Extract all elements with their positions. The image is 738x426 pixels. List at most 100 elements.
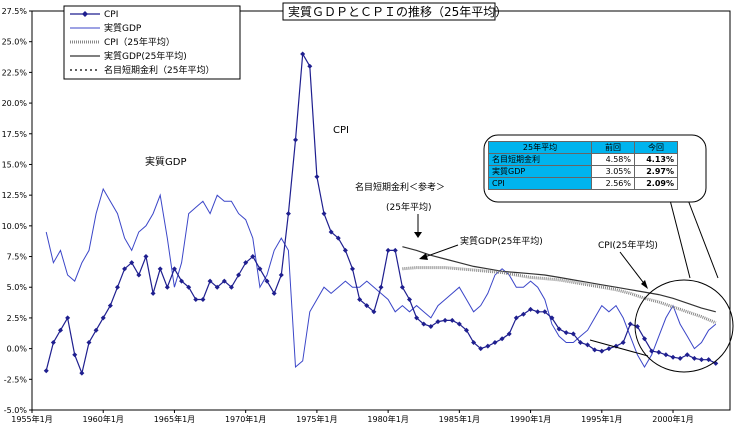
series-point-cpi [285, 211, 291, 217]
series-point-cpi [72, 352, 78, 358]
rate-table-header-label: 25年平均 [488, 141, 592, 154]
x-tick-label: 1995年1月 [581, 414, 622, 424]
y-tick-label: 0.0% [7, 345, 28, 354]
series-point-cpi [456, 321, 462, 327]
series-point-cpi [228, 284, 234, 290]
series-point-cpi [706, 357, 712, 363]
rate-table-row: CPI 2.56% 2.09% [488, 177, 678, 190]
legend-label-gdp: 実質GDP [104, 22, 142, 34]
y-tick-label: 15.0% [2, 160, 28, 169]
y-tick-label: 22.5% [2, 68, 28, 77]
series-point-cpi [599, 348, 605, 354]
rate-table-row-prev: 4.58% [591, 153, 635, 166]
series-point-cpi [243, 260, 249, 266]
series-point-cpi [350, 266, 356, 272]
series-point-cpi [478, 346, 484, 352]
x-axis: 1955年1月 1960年1月 1965年1月 1970年1月 1975年1月 1980年… [11, 410, 694, 424]
series-point-cpi [179, 278, 185, 284]
y-tick-label: -5.0% [4, 406, 28, 415]
gdp-avg-arrow [421, 244, 459, 259]
series-point-cpi [449, 317, 455, 323]
series-point-cpi [300, 51, 306, 57]
series-point-cpi [328, 229, 334, 235]
series-point-cpi [699, 357, 705, 363]
x-tick-label: 1960年1月 [82, 414, 123, 424]
series-point-cpi [663, 352, 669, 358]
series-point-cpi [535, 309, 541, 315]
series-point-cpi [435, 319, 441, 325]
y-tick-label: 27.5% [2, 7, 28, 16]
legend-item-gdp: 実質GDP [70, 22, 142, 34]
series-layer [43, 51, 719, 376]
y-tick-label: 20.0% [2, 99, 28, 108]
series-point-cpi [385, 247, 391, 253]
series-point-cpi [592, 347, 598, 353]
rate-table-row-curr: 4.13% [634, 153, 678, 166]
rate-table-row-curr: 2.09% [634, 177, 678, 190]
x-tick-label: 2000年1月 [652, 414, 693, 424]
highlight-ellipse [634, 279, 734, 373]
annotation-cpi-avg: CPI(25年平均) [598, 239, 658, 251]
series-point-cpi [307, 63, 313, 69]
callout-pointer-a [687, 199, 719, 279]
series-point-cpi [378, 284, 384, 290]
series-point-cpi [684, 352, 690, 358]
series-point-cpi [250, 254, 256, 260]
series-point-cpi [65, 315, 71, 321]
legend-item-cpi: CPI [70, 10, 118, 20]
series-point-cpi [649, 348, 655, 354]
annotation-rate: 名目短期金利＜参考＞ [355, 181, 445, 193]
series-point-cpi [570, 331, 576, 337]
y-tick-label: 17.5% [2, 130, 28, 139]
series-point-cpi [186, 284, 192, 290]
rate-table: 25年平均 前回 今回 名目短期金利 4.58% 4.13% 実質GDP 3.0… [488, 141, 678, 190]
rate-table-row-prev: 2.56% [591, 177, 635, 190]
y-tick-label: 5.0% [7, 283, 28, 292]
series-point-cpi [214, 284, 220, 290]
series-point-cpi [642, 336, 648, 342]
ellipse-pointer [589, 339, 649, 357]
rate-table-row-prev: 3.05% [591, 165, 635, 178]
series-point-cpi [335, 235, 341, 241]
series-point-cpi [193, 297, 199, 303]
series-point-cpi [428, 324, 434, 330]
x-tick-label: 1975年1月 [296, 414, 337, 424]
series-point-cpi [634, 324, 640, 330]
series-point-cpi [492, 339, 498, 345]
series-point-cpi [264, 278, 270, 284]
series-point-cpi [129, 260, 135, 266]
legend-item-rate-avg: 名目短期金利（25年平均） [70, 64, 214, 76]
series-point-cpi [414, 315, 420, 321]
series-point-cpi [656, 349, 662, 355]
annotation-gdp: 実質GDP [145, 155, 186, 168]
y-axis: 27.5% 25.0% 22.5% 20.0% 17.5% 15.0% 12.5% 10.0%… [2, 7, 32, 415]
series-point-cpi [399, 284, 405, 290]
series-line-gdp [45, 187, 717, 369]
series-point-cpi [86, 339, 92, 345]
legend-item-gdp-avg: 実質GDP(25年平均) [70, 50, 187, 62]
series-point-cpi [371, 309, 377, 315]
series-point-cpi [563, 330, 569, 336]
series-point-cpi [620, 339, 626, 345]
series-point-cpi [463, 327, 469, 333]
y-tick-label: 25.0% [2, 38, 28, 47]
series-point-cpi [528, 306, 534, 312]
series-point-cpi [171, 266, 177, 272]
series-point-cpi [606, 346, 612, 352]
rate-table-row-label: 実質GDP [488, 165, 592, 178]
y-tick-label: 12.5% [2, 191, 28, 200]
series-point-cpi [406, 297, 412, 303]
title-frame [282, 2, 496, 21]
legend-label-cpi-avg: CPI（25年平均） [104, 36, 175, 48]
series-point-cpi [278, 272, 284, 278]
x-tick-label: 1970年1月 [225, 414, 266, 424]
series-point-cpi [221, 278, 227, 284]
series-point-cpi [57, 327, 63, 333]
series-point-cpi [542, 309, 548, 315]
x-tick-label: 1955年1月 [11, 414, 52, 424]
series-point-cpi [107, 303, 113, 309]
series-point-cpi [321, 211, 327, 217]
series-point-cpi [364, 303, 370, 309]
series-point-cpi [271, 290, 277, 296]
